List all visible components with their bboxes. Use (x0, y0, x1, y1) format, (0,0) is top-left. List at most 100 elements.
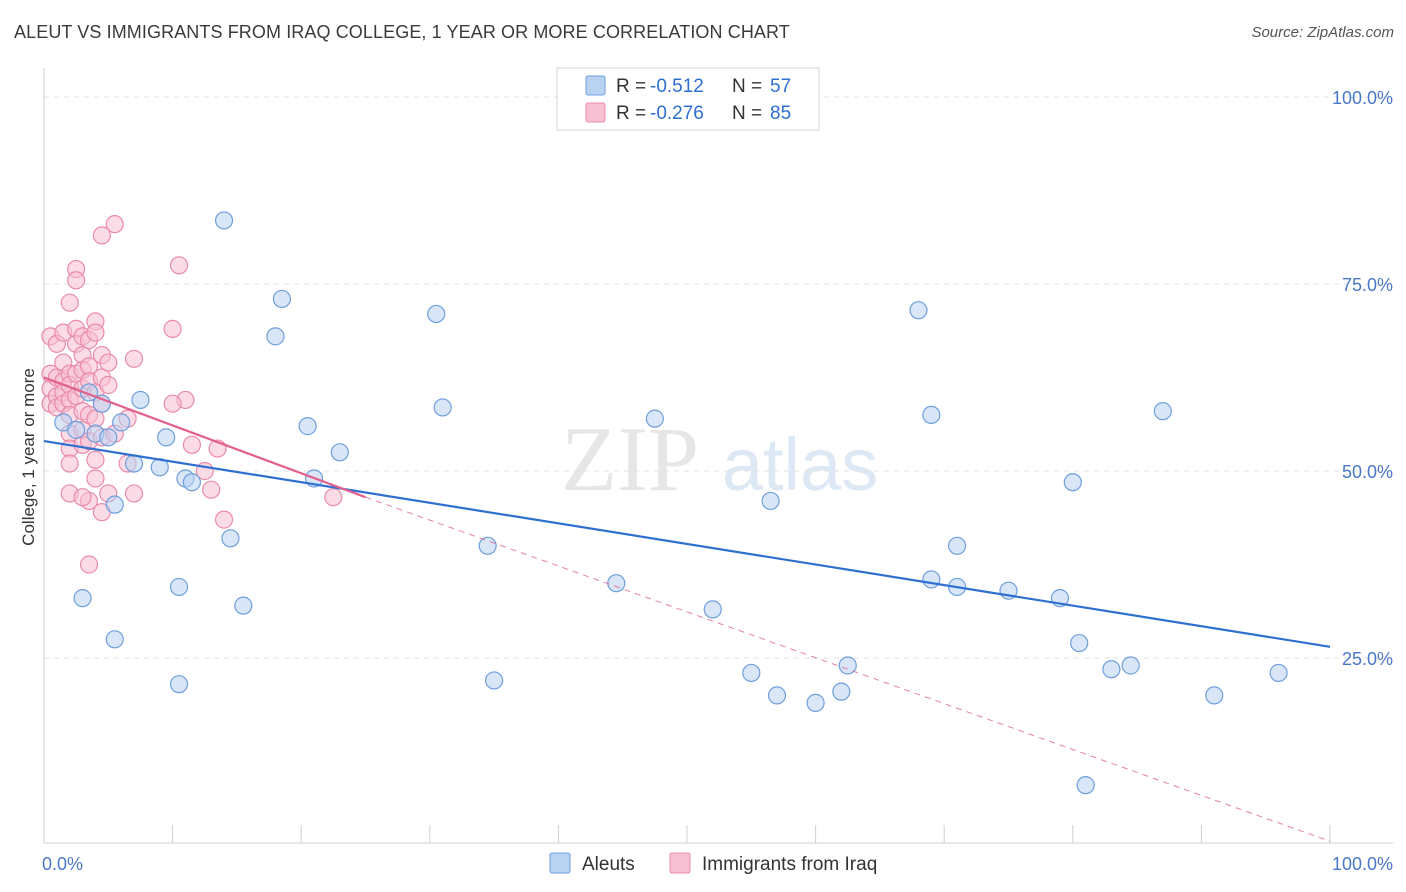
aleut-point-6 (112, 413, 131, 432)
legend-r-value-1: -0.512 (650, 76, 704, 97)
aleut-point-32 (703, 600, 722, 619)
aleut-trend-line (43, 439, 1331, 648)
aleut-point-18 (330, 443, 349, 462)
aleut-point-31 (645, 409, 664, 428)
iraq-point-69 (202, 480, 221, 499)
aleut-point-3 (67, 420, 86, 439)
aleut-point-14 (272, 289, 292, 309)
iraq-point-46 (86, 469, 105, 488)
legend-box: R = -0.512 N = 57 R = -0.276 N = 85 (556, 67, 820, 131)
aleut-point-30 (607, 574, 626, 593)
aleut-point-20 (433, 398, 452, 417)
grid-lines (44, 96, 1393, 659)
chart-title: ALEUT VS IMMIGRANTS FROM IRAQ COLLEGE, 1… (14, 22, 790, 42)
aleut-point-37 (832, 682, 851, 701)
bottom-legend-label-iraq: Immigrants from Iraq (702, 854, 877, 875)
aleut-point-22 (221, 529, 240, 548)
aleut-point-49 (1121, 656, 1140, 675)
watermark-zip: ZIP (561, 408, 699, 510)
y-tick-label-0: 100.0% (1332, 88, 1393, 108)
iraq-point-63 (163, 319, 182, 338)
aleut-point-33 (742, 663, 761, 683)
aleut-point-21 (105, 495, 124, 514)
iraq-trend-line (43, 376, 366, 499)
bottom-legend: Aleuts Immigrants from Iraq (549, 852, 877, 875)
iraq-point-62 (79, 555, 99, 574)
iraq-point-20 (60, 454, 79, 473)
iraq-point-64 (169, 256, 189, 275)
aleut-point-19 (427, 304, 446, 324)
aleut-point-8 (124, 454, 144, 473)
aleut-point-27 (169, 675, 189, 694)
iraq-point-73 (73, 488, 92, 507)
aleut-point-38 (838, 656, 857, 675)
legend-swatch-aleuts (585, 75, 606, 96)
aleut-point-16 (298, 417, 317, 436)
legend-r-label-2: R = (616, 103, 646, 124)
aleut-point-10 (157, 428, 176, 447)
x-tick-label-0: 0.0% (42, 854, 83, 874)
x-tick-label-1: 100.0% (1332, 854, 1393, 874)
aleut-point-40 (922, 405, 941, 424)
bottom-legend-swatch-aleuts (549, 852, 571, 874)
y-tick-label-2: 50.0% (1342, 462, 1393, 482)
y-tick-label-1: 75.0% (1342, 275, 1393, 295)
aleut-point-46 (1063, 473, 1082, 492)
aleut-point-36 (806, 693, 825, 712)
aleut-point-12 (182, 473, 201, 492)
legend-n-value-1: 57 (770, 76, 791, 97)
iraq-point-61 (124, 484, 144, 503)
iraq-point-71 (214, 510, 234, 529)
aleut-point-50 (1153, 402, 1172, 421)
iraq-point-66 (163, 394, 182, 413)
aleut-point-41 (922, 570, 941, 589)
legend-n-label-2: N = (732, 103, 762, 124)
legend-r-value-2: -0.276 (650, 103, 704, 124)
legend-n-label-1: N = (732, 76, 762, 97)
iraq-point-60 (124, 349, 144, 368)
bottom-legend-label-aleuts: Aleuts (582, 854, 635, 875)
iraq-point-72 (324, 488, 343, 507)
iraq-point-53 (99, 353, 118, 372)
aleut-point-26 (105, 630, 124, 649)
aleut-point-47 (1070, 633, 1089, 653)
legend-r-label-1: R = (616, 76, 646, 97)
axes (43, 68, 1393, 844)
iraq-point-47 (92, 226, 111, 245)
trend-lines (43, 376, 1331, 842)
iraq-point-23 (67, 271, 86, 290)
aleut-point-42 (947, 536, 967, 555)
aleut-point-23 (73, 589, 92, 608)
aleut-point-48 (1102, 660, 1121, 679)
aleut-point-53 (1076, 776, 1095, 795)
aleut-point-25 (234, 596, 253, 615)
iraq-point-45 (86, 450, 105, 469)
iraq-point-42 (86, 323, 105, 342)
aleut-point-51 (1205, 686, 1224, 705)
y-axis-title: College, 1 year or more (19, 368, 38, 546)
x-tick-labels: 0.0% 100.0% (42, 854, 1393, 874)
y-tick-labels: 100.0% 75.0% 50.0% 25.0% (1332, 88, 1393, 669)
aleut-point-34 (761, 491, 780, 511)
aleut-point-13 (214, 211, 234, 230)
aleut-point-15 (266, 327, 285, 346)
watermark-atlas: atlas (722, 423, 878, 506)
iraq-point-54 (99, 375, 118, 395)
legend-swatch-iraq (585, 102, 606, 123)
aleut-point-24 (169, 577, 189, 597)
legend-n-value-2: 85 (770, 103, 791, 124)
aleut-point-7 (131, 390, 150, 410)
y-tick-label-3: 25.0% (1342, 649, 1393, 669)
aleut-point-52 (1269, 663, 1288, 683)
iraq-point-56 (105, 215, 124, 234)
source-label: Source: ZipAtlas.com (1251, 24, 1394, 41)
aleut-point-2 (92, 394, 111, 413)
aleut-point-28 (478, 536, 497, 555)
aleut-point-39 (909, 301, 928, 320)
aleut-point-29 (485, 671, 504, 690)
aleut-point-5 (99, 428, 118, 447)
iraq-trend-extension (365, 496, 1331, 842)
aleut-point-35 (767, 686, 787, 705)
iraq-point-67 (182, 435, 201, 454)
